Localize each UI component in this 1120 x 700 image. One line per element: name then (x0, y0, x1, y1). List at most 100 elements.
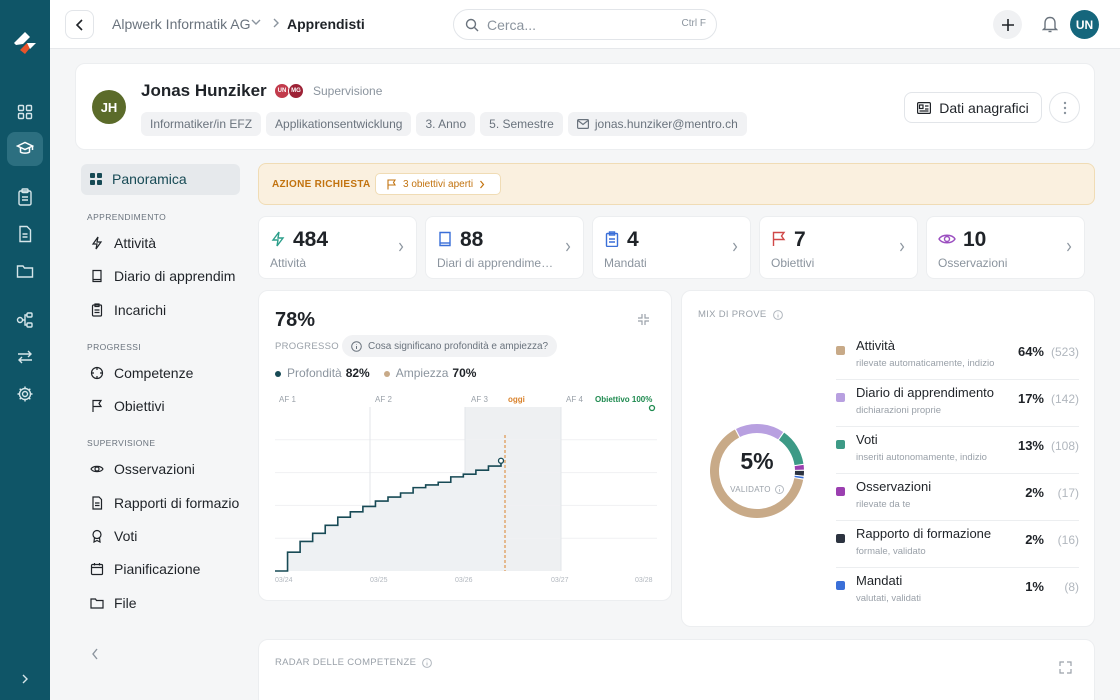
plus-icon (1001, 18, 1014, 31)
email-chip[interactable]: jonas.hunziker@mentro.ch (567, 112, 747, 136)
folder-icon[interactable] (7, 254, 43, 288)
nav-item-label: Pianificazione (114, 561, 201, 577)
stat-card-activities[interactable]: 484 Attività (258, 216, 417, 279)
nav-item-planning[interactable]: Pianificazione (81, 554, 241, 584)
stat-card-diaries[interactable]: 88 Diari di apprendimento (425, 216, 584, 279)
year-chip: 3. Anno (416, 112, 476, 136)
phase-label: AF 3 (471, 395, 488, 404)
help-depth-breadth-button[interactable]: Cosa significano profondità e ampiezza? (342, 335, 558, 357)
add-button[interactable] (993, 10, 1022, 39)
supervisor-avatar[interactable]: MG (288, 83, 304, 99)
legend-breadth: Ampiezza 70% (383, 366, 476, 380)
x-tick-label: 03/25 (370, 577, 388, 584)
chevron-right-icon (480, 180, 485, 188)
dashboard-icon[interactable] (7, 95, 43, 129)
mix-row-observations[interactable]: Osservazioni rilevate da te 2% (17) (836, 475, 1079, 521)
radar-title: RADAR DELLE COMPETENZE (275, 657, 433, 668)
stat-label: Obiettivi (771, 256, 815, 270)
more-options-button[interactable] (1049, 92, 1080, 123)
nav-item-label: Diario di apprendim (114, 268, 236, 284)
mix-title-text: MIX DI PROVE (698, 309, 767, 320)
clipboard-icon[interactable] (7, 180, 43, 214)
specialization-chip: Applikationsentwicklung (266, 112, 412, 136)
more-vertical-icon (1063, 101, 1066, 114)
progress-percent: 78% (275, 309, 316, 331)
info-icon[interactable] (422, 657, 433, 668)
collapse-sidebar-icon[interactable] (90, 647, 100, 661)
user-avatar[interactable]: UN (1070, 10, 1099, 39)
nav-item-goals[interactable]: Obiettivi (81, 391, 241, 421)
action-required-label: AZIONE RICHIESTA (272, 179, 371, 190)
settings-icon[interactable] (7, 377, 43, 411)
depth-line (275, 460, 502, 572)
search-input[interactable]: Cerca... Ctrl F (453, 9, 717, 40)
expand-rail-icon[interactable] (7, 662, 43, 696)
nav-item-activities[interactable]: Attività (81, 228, 241, 258)
document-icon (92, 496, 103, 510)
mix-row-count: (17) (1057, 486, 1079, 500)
nav-item-tasks[interactable]: Incarichi (81, 295, 241, 325)
mix-row-activities[interactable]: Attività rilevate automaticamente, indiz… (836, 334, 1079, 380)
nav-item-diary[interactable]: Diario di apprendim (81, 261, 241, 291)
bell-icon[interactable] (1042, 15, 1058, 33)
workflow-icon[interactable] (7, 303, 43, 337)
action-required-banner: AZIONE RICHIESTA 3 obiettivi aperti (258, 163, 1095, 205)
breadcrumb-company[interactable]: Alpwerk Informatik AG (112, 16, 251, 32)
chevron-down-icon[interactable] (251, 18, 261, 26)
mix-row-count: (8) (1064, 580, 1079, 594)
info-icon[interactable] (772, 309, 783, 320)
stat-card-observations[interactable]: 10 Osservazioni (926, 216, 1085, 279)
open-goals-pill[interactable]: 3 obiettivi aperti (375, 173, 501, 195)
mix-row-name: Diario di apprendimento (856, 385, 995, 400)
clipboard-icon (91, 303, 103, 317)
transfer-icon[interactable] (7, 340, 43, 374)
nav-item-reports[interactable]: Rapporti di formazio (81, 488, 241, 518)
stat-card-goals[interactable]: 7 Obiettivi (759, 216, 918, 279)
nav-item-label: File (114, 595, 137, 611)
collapse-icon[interactable] (637, 313, 650, 326)
phase-label: AF 2 (375, 395, 392, 404)
supervisor-avatar[interactable]: UN (274, 83, 290, 99)
mix-row-diary[interactable]: Diario di apprendimento dichiarazioni pr… (836, 381, 1079, 427)
app-logo[interactable] (10, 28, 40, 58)
eye-icon (90, 465, 104, 473)
nav-item-overview[interactable]: Panoramica (81, 164, 241, 194)
stat-value: 484 (293, 228, 329, 251)
nav-item-grades[interactable]: Voti (81, 521, 241, 551)
current-point (497, 457, 505, 464)
personal-data-button[interactable]: Dati anagrafici (904, 92, 1042, 123)
progress-chart: AF 1 AF 2 AF 3 AF 4 oggi Obiettivo 100% … (275, 395, 657, 584)
nav-item-competences[interactable]: Competenze (81, 358, 241, 388)
apprentices-icon[interactable] (7, 132, 43, 166)
mail-icon (576, 119, 589, 129)
x-tick-label: 03/26 (455, 577, 473, 584)
mix-row-count: (523) (1050, 345, 1079, 359)
apprentice-avatar: JH (92, 90, 126, 124)
stat-label: Mandati (604, 256, 647, 270)
semester-chip: 5. Semestre (480, 112, 563, 136)
open-goals-text: 3 obiettivi aperti (403, 178, 474, 190)
flag-icon (387, 178, 396, 189)
legend-label: Ampiezza (395, 366, 449, 380)
nav-item-files[interactable]: File (81, 588, 241, 618)
chevron-right-icon (399, 242, 404, 252)
stat-card-mandates[interactable]: 4 Mandati (592, 216, 751, 279)
info-icon[interactable] (774, 485, 784, 494)
document-icon[interactable] (7, 217, 43, 251)
nav-item-label: Incarichi (114, 302, 167, 318)
mix-swatch (836, 534, 845, 543)
book-icon (92, 269, 102, 283)
mix-row-reports[interactable]: Rapporto di formazione formale, validato… (836, 522, 1079, 568)
progress-area (275, 460, 501, 571)
mix-row-percent: 2% (1025, 485, 1044, 500)
back-button[interactable] (65, 10, 94, 39)
expand-icon[interactable] (1059, 661, 1072, 674)
mix-row-name: Voti (856, 432, 878, 447)
mix-row-name: Attività (856, 338, 896, 353)
mix-row-mandates[interactable]: Mandati valutati, validati 1% (8) (836, 569, 1079, 615)
nav-item-label: Panoramica (112, 171, 187, 187)
validated-percent: 5% (740, 448, 774, 474)
mix-row-grades[interactable]: Voti inseriti autonomamente, indizio 13%… (836, 428, 1079, 474)
nav-item-observations[interactable]: Osservazioni (81, 454, 241, 484)
donut-slice (736, 424, 784, 440)
